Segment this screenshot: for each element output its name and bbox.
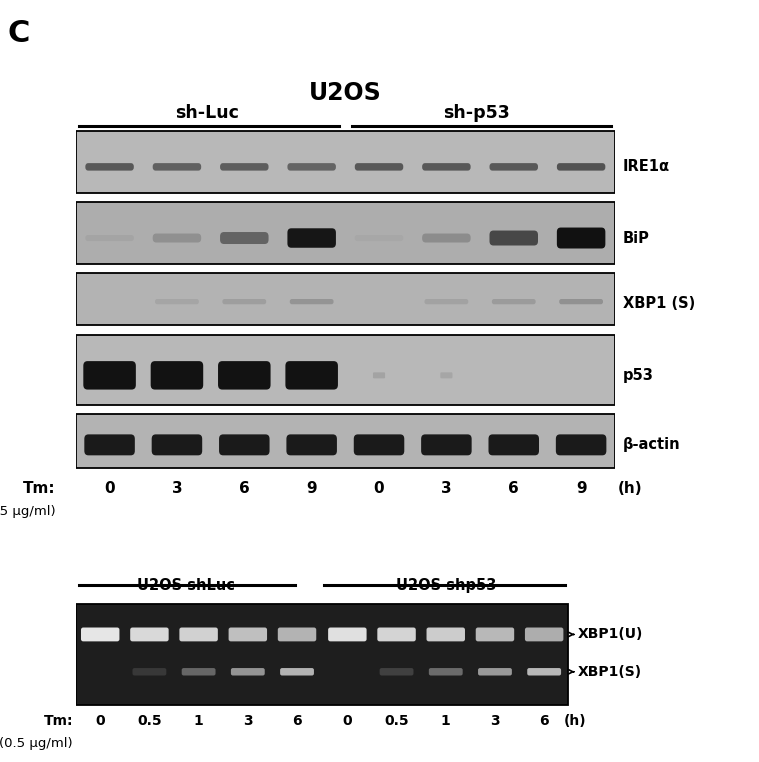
FancyBboxPatch shape xyxy=(285,361,338,389)
FancyBboxPatch shape xyxy=(421,434,471,456)
Text: IRE1α: IRE1α xyxy=(623,159,670,174)
FancyBboxPatch shape xyxy=(478,668,512,675)
FancyBboxPatch shape xyxy=(151,361,203,389)
FancyBboxPatch shape xyxy=(557,228,606,248)
Text: U2OS shLuc: U2OS shLuc xyxy=(137,578,235,593)
FancyBboxPatch shape xyxy=(528,668,561,675)
Text: XBP1(S): XBP1(S) xyxy=(578,664,642,679)
FancyBboxPatch shape xyxy=(131,628,168,642)
FancyBboxPatch shape xyxy=(354,235,403,241)
Text: 0: 0 xyxy=(373,481,384,496)
FancyBboxPatch shape xyxy=(557,163,606,171)
FancyBboxPatch shape xyxy=(81,628,119,642)
Text: BiP: BiP xyxy=(623,231,650,245)
Text: (h): (h) xyxy=(618,481,643,496)
FancyBboxPatch shape xyxy=(556,434,606,456)
Text: 0: 0 xyxy=(342,715,352,728)
Text: 9: 9 xyxy=(307,481,317,496)
Text: sh-Luc: sh-Luc xyxy=(175,104,239,121)
FancyBboxPatch shape xyxy=(354,163,403,171)
FancyBboxPatch shape xyxy=(429,668,463,675)
Text: 9: 9 xyxy=(576,481,587,496)
FancyBboxPatch shape xyxy=(380,668,414,675)
FancyBboxPatch shape xyxy=(559,299,603,304)
Bar xyxy=(76,335,615,405)
FancyBboxPatch shape xyxy=(84,434,135,456)
FancyBboxPatch shape xyxy=(492,299,536,304)
Text: 3: 3 xyxy=(490,715,499,728)
FancyBboxPatch shape xyxy=(85,163,134,171)
FancyBboxPatch shape xyxy=(440,373,452,379)
Text: 6: 6 xyxy=(540,715,549,728)
Bar xyxy=(76,203,615,264)
Text: Tm:: Tm: xyxy=(43,715,73,728)
FancyBboxPatch shape xyxy=(133,668,166,675)
Text: β-actin: β-actin xyxy=(623,437,681,453)
FancyBboxPatch shape xyxy=(278,628,317,642)
Text: U2OS shp53: U2OS shp53 xyxy=(395,578,496,593)
Text: XBP1(U): XBP1(U) xyxy=(578,627,644,642)
FancyBboxPatch shape xyxy=(489,434,539,456)
Text: 3: 3 xyxy=(243,715,253,728)
FancyBboxPatch shape xyxy=(181,668,216,675)
Text: C: C xyxy=(8,19,30,48)
Text: p53: p53 xyxy=(623,368,653,383)
Text: sh-p53: sh-p53 xyxy=(443,104,510,121)
FancyBboxPatch shape xyxy=(153,163,201,171)
Bar xyxy=(76,414,615,468)
FancyBboxPatch shape xyxy=(422,163,471,171)
FancyBboxPatch shape xyxy=(328,628,367,642)
FancyBboxPatch shape xyxy=(83,361,136,389)
FancyBboxPatch shape xyxy=(231,668,265,675)
Text: (h): (h) xyxy=(563,715,586,728)
Text: 1: 1 xyxy=(194,715,203,728)
Text: 0: 0 xyxy=(104,481,115,496)
FancyBboxPatch shape xyxy=(218,361,270,389)
FancyBboxPatch shape xyxy=(427,628,465,642)
FancyBboxPatch shape xyxy=(152,434,202,456)
FancyBboxPatch shape xyxy=(222,299,266,304)
FancyBboxPatch shape xyxy=(220,163,269,171)
FancyBboxPatch shape xyxy=(525,628,563,642)
FancyBboxPatch shape xyxy=(490,163,538,171)
Text: U2OS: U2OS xyxy=(309,81,382,105)
FancyBboxPatch shape xyxy=(179,628,218,642)
FancyBboxPatch shape xyxy=(288,163,336,171)
FancyBboxPatch shape xyxy=(153,233,201,242)
FancyBboxPatch shape xyxy=(373,373,385,379)
Text: 0.5: 0.5 xyxy=(137,715,162,728)
Text: Tm:: Tm: xyxy=(23,481,55,496)
FancyBboxPatch shape xyxy=(377,628,416,642)
FancyBboxPatch shape xyxy=(354,434,405,456)
Text: 6: 6 xyxy=(509,481,519,496)
FancyBboxPatch shape xyxy=(85,235,134,241)
Text: (0.5 μg/ml): (0.5 μg/ml) xyxy=(0,505,55,518)
Text: 6: 6 xyxy=(239,481,250,496)
Bar xyxy=(76,604,568,705)
FancyBboxPatch shape xyxy=(228,628,267,642)
Text: XBP1 (S): XBP1 (S) xyxy=(623,296,695,311)
Bar xyxy=(76,273,615,325)
FancyBboxPatch shape xyxy=(155,299,199,304)
Bar xyxy=(76,131,615,193)
Text: 6: 6 xyxy=(292,715,302,728)
FancyBboxPatch shape xyxy=(288,229,336,248)
FancyBboxPatch shape xyxy=(422,233,471,242)
FancyBboxPatch shape xyxy=(490,231,538,245)
Text: 1: 1 xyxy=(441,715,451,728)
Text: 3: 3 xyxy=(172,481,182,496)
Text: (0.5 μg/ml): (0.5 μg/ml) xyxy=(0,737,73,750)
FancyBboxPatch shape xyxy=(286,434,337,456)
FancyBboxPatch shape xyxy=(290,299,333,304)
Text: 0.5: 0.5 xyxy=(384,715,409,728)
FancyBboxPatch shape xyxy=(220,232,269,244)
Text: 3: 3 xyxy=(441,481,452,496)
FancyBboxPatch shape xyxy=(424,299,468,304)
FancyBboxPatch shape xyxy=(280,668,314,675)
Text: 0: 0 xyxy=(96,715,105,728)
FancyBboxPatch shape xyxy=(476,628,514,642)
FancyBboxPatch shape xyxy=(219,434,269,456)
